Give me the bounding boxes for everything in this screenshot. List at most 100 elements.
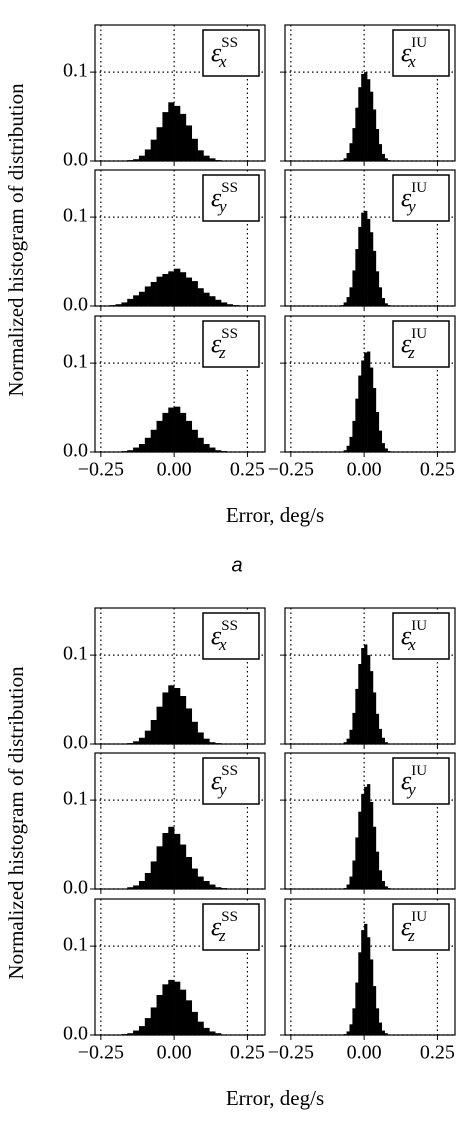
histogram-bar [127, 887, 134, 889]
histogram-bar [209, 1031, 216, 1035]
histogram-bar [138, 1026, 146, 1035]
histogram-bar [162, 984, 169, 1035]
legend: εIU z [392, 320, 450, 368]
histogram-bar [185, 420, 193, 452]
histogram-panel: 0.0 0.1 εSS x [63, 24, 266, 171]
histogram-bar [133, 159, 140, 161]
histogram-bar [343, 742, 347, 744]
legend-symbol: ε [401, 912, 412, 941]
histogram-bar [133, 741, 140, 744]
legend-superscript: IU [411, 909, 427, 925]
histogram-bar [156, 706, 163, 744]
histogram-bar [367, 937, 371, 1035]
histogram-bar [162, 112, 169, 161]
histogram-bar [384, 742, 388, 744]
histogram-bar [168, 271, 175, 306]
legend-symbol: ε [211, 329, 222, 358]
histogram-bar [375, 271, 380, 306]
x-tick-label: 0.00 [347, 1042, 382, 1064]
histogram-bar [346, 445, 350, 452]
histogram-bar [381, 737, 385, 744]
legend-superscript: IU [411, 326, 427, 342]
histogram-bar [138, 444, 146, 452]
histogram-bar [375, 412, 380, 452]
histogram-bar [180, 412, 187, 452]
legend-subscript: x [407, 52, 416, 71]
histogram-bar [381, 153, 385, 161]
histogram-bar [127, 450, 134, 452]
histogram-bar [358, 664, 362, 744]
histogram-bar [372, 250, 377, 306]
histogram-bar [209, 447, 216, 452]
histogram-bar [203, 155, 210, 161]
histogram-bar [364, 72, 368, 161]
legend-superscript: SS [221, 35, 238, 51]
legend-box [392, 174, 450, 222]
histogram-bar [215, 450, 222, 452]
histogram-bar [150, 139, 157, 161]
y-tick-label: 0.1 [63, 788, 88, 810]
histogram-bar [144, 730, 151, 744]
legend-box [392, 320, 450, 368]
panel-frame [284, 315, 456, 453]
histogram-bar [138, 737, 146, 744]
histogram-bar [355, 107, 359, 161]
legend-subscript: x [218, 52, 227, 71]
histogram-bar [191, 868, 198, 889]
y-tick-label: 0.0 [63, 877, 88, 899]
panel-frame [284, 24, 456, 162]
legend-box [392, 612, 450, 660]
histogram-bar [361, 930, 365, 1035]
legend-superscript: IU [411, 35, 427, 51]
x-axis-label: Error, deg/s [226, 1086, 324, 1110]
histogram-bar [121, 302, 128, 306]
histogram-bar [370, 367, 374, 452]
histogram-bar [156, 846, 163, 889]
histogram-bar [162, 274, 169, 306]
histogram-bar [364, 923, 368, 1035]
histogram-bar [209, 742, 216, 744]
histogram-bar [352, 712, 356, 744]
legend-superscript: SS [221, 326, 238, 342]
histogram-bar [209, 884, 216, 889]
histogram-bar [138, 155, 146, 161]
y-tick-label: 0.0 [63, 294, 88, 316]
legend-box [202, 757, 260, 805]
histogram-bar [138, 881, 146, 889]
histogram-bar [361, 793, 365, 889]
x-tick-label: 0.25 [420, 459, 455, 481]
histogram-bar [349, 876, 353, 889]
histogram-bar [349, 143, 353, 161]
panel-frame [94, 607, 266, 745]
histogram-bar [384, 1033, 388, 1035]
histogram-bar [162, 412, 169, 452]
legend-box [202, 174, 260, 222]
histogram-bar [191, 429, 198, 452]
legend-superscript: IU [411, 618, 427, 634]
histogram-bar [367, 655, 371, 744]
histogram-bar [191, 281, 198, 306]
legend-symbol: ε [211, 912, 222, 941]
histogram-bar [370, 671, 374, 744]
histogram-bar [375, 851, 380, 889]
histogram-bar [364, 644, 368, 744]
histogram-bar [346, 1031, 350, 1035]
histogram-bar [144, 437, 151, 452]
histogram-bar [361, 212, 365, 306]
histogram-bar [346, 153, 350, 161]
histogram-bar [358, 375, 362, 452]
histogram-bar [180, 844, 187, 889]
y-tick-label: 0.0 [63, 1023, 88, 1045]
panel-frame [94, 315, 266, 453]
x-tick-label: −0.25 [268, 459, 314, 481]
